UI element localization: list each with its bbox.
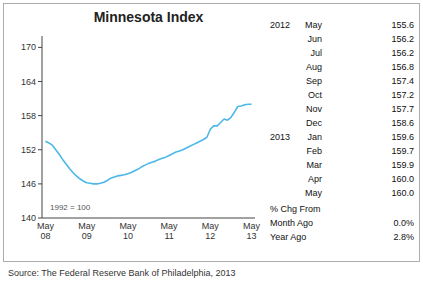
y-tick-label: 152 xyxy=(21,145,36,155)
panel-value: 160.0 xyxy=(391,174,414,184)
x-tick-label-line: 10 xyxy=(123,231,133,241)
panel-month: May xyxy=(305,188,323,198)
panel-month: Apr xyxy=(308,174,322,184)
panel-month: Aug xyxy=(306,62,322,72)
panel-change-label: Month Ago xyxy=(270,218,313,228)
x-tick-label-line: 09 xyxy=(82,231,92,241)
x-tick-label-line: May xyxy=(243,221,261,231)
panel-month: Jul xyxy=(310,48,322,58)
x-tick-label: May11 xyxy=(161,221,179,241)
y-axis-line xyxy=(42,36,43,218)
y-tick-label: 170 xyxy=(21,42,36,52)
panel-value: 160.0 xyxy=(391,188,414,198)
x-tick-label: May12 xyxy=(202,221,220,241)
y-tick xyxy=(38,218,42,219)
panel-value: 159.9 xyxy=(391,160,414,170)
panel-change-value: 0.0% xyxy=(393,218,414,228)
plot-area xyxy=(45,104,251,184)
panel-value: 157.7 xyxy=(391,104,414,114)
y-tick-label: 164 xyxy=(21,77,36,87)
panel-month: Feb xyxy=(306,146,322,156)
panel-value: 159.6 xyxy=(391,132,414,142)
x-tick-label: May09 xyxy=(78,221,96,241)
panel-month: Mar xyxy=(307,160,323,170)
x-tick-label-line: 12 xyxy=(205,231,215,241)
annotation: 1992 = 100 xyxy=(50,203,91,212)
y-tick-label: 140 xyxy=(21,213,36,223)
x-tick-label-line: May xyxy=(161,221,179,231)
panel-value: 156.2 xyxy=(391,34,414,44)
source: Source: The Federal Reserve Bank of Phil… xyxy=(8,268,235,278)
x-tick-label-line: 11 xyxy=(164,231,173,241)
panel-month: Oct xyxy=(308,90,323,100)
panel-month: Jun xyxy=(307,34,322,44)
panel-month: Nov xyxy=(306,104,323,114)
panel-value: 156.8 xyxy=(391,62,414,72)
panel-month: Dec xyxy=(306,118,323,128)
panel-change-label: Year Ago xyxy=(270,232,306,242)
title: Minnesota Index xyxy=(94,9,204,25)
panel-value: 156.2 xyxy=(391,48,414,58)
border xyxy=(4,4,420,262)
y-tick xyxy=(38,81,42,82)
x-tick-label-line: May xyxy=(78,221,96,231)
x-tick-label-line: 13 xyxy=(247,231,257,241)
x-tick-label: May13 xyxy=(243,221,261,241)
panel-value: 158.6 xyxy=(391,118,414,128)
data-line xyxy=(45,104,251,184)
y-tick xyxy=(38,47,42,48)
x-tick-label: May08 xyxy=(37,221,55,241)
y-tick xyxy=(38,183,42,184)
x-axis-line xyxy=(42,218,255,219)
panel-month: May xyxy=(305,20,323,30)
y-tick xyxy=(38,149,42,150)
panel-value: 155.6 xyxy=(391,20,414,30)
x-tick-label-line: May xyxy=(119,221,137,231)
x-tick-label-line: 08 xyxy=(40,231,50,241)
panel-value: 157.2 xyxy=(391,90,414,100)
side-panel: 2012 May 155.6 Jun 156.2 Jul 156.2 Aug 156.8 Sep 1… xyxy=(270,20,414,242)
chart: Minnesota Index140146152158164170May08Ma… xyxy=(0,0,423,283)
y-tick-label: 158 xyxy=(21,111,36,121)
x-tick-label-line: May xyxy=(202,221,220,231)
panel-change-title: % Chg From xyxy=(270,204,321,214)
y-tick xyxy=(38,115,42,116)
y-tick-label: 146 xyxy=(21,179,36,189)
panel-year: 2013 xyxy=(270,132,290,142)
panel-change-value: 2.8% xyxy=(393,232,414,242)
x-tick-label: May10 xyxy=(119,221,137,241)
panel-year: 2012 xyxy=(270,20,290,30)
panel-value: 159.7 xyxy=(391,146,414,156)
panel-value: 157.4 xyxy=(391,76,414,86)
panel-month: Sep xyxy=(306,76,322,86)
x-tick-label-line: May xyxy=(37,221,55,231)
panel-month: Jan xyxy=(307,132,322,142)
axes: 140146152158164170May08May09May10May11Ma… xyxy=(21,36,261,241)
